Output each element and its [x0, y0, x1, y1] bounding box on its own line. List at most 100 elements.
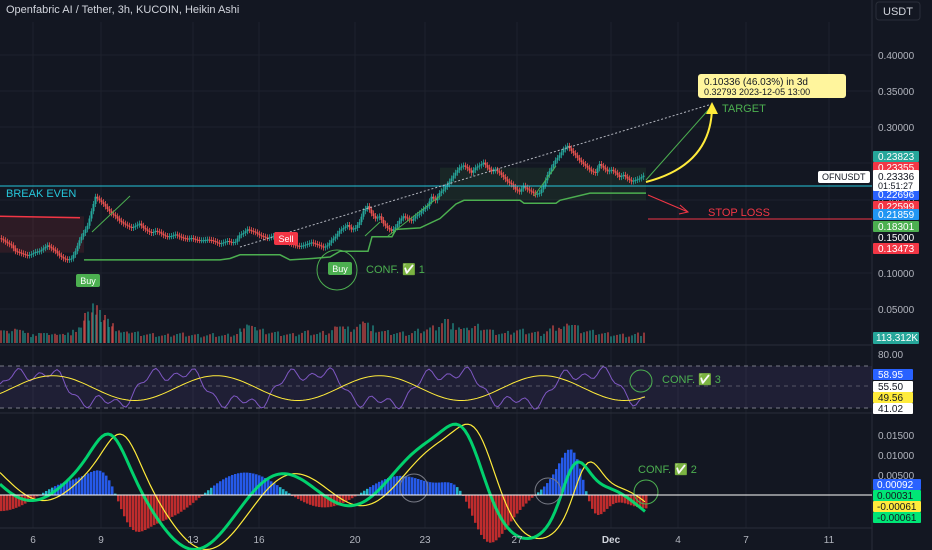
candle-body	[132, 226, 135, 228]
candle-body	[538, 193, 541, 195]
volume-bar	[221, 335, 223, 343]
volume-bar	[265, 334, 267, 343]
macd-hist-bar	[450, 483, 453, 495]
candle-body	[236, 238, 239, 242]
candle-body	[566, 145, 569, 148]
candle-body	[522, 185, 525, 189]
target-curve	[645, 105, 713, 183]
volume-bar	[108, 327, 110, 343]
volume-bar	[353, 329, 355, 343]
volume-bar	[54, 333, 56, 343]
candle-body	[312, 242, 315, 244]
buy-marker-1[interactable]: Buy	[76, 274, 100, 287]
candle-body	[2, 239, 5, 241]
candle-body	[216, 241, 219, 243]
candle-body	[452, 175, 455, 179]
volume-bar	[295, 336, 297, 343]
volume-bar	[543, 333, 545, 343]
macd-hist-bar	[123, 495, 126, 517]
macd-hist-bar	[474, 495, 477, 523]
candle-body	[430, 196, 433, 202]
volume-bar	[298, 334, 300, 343]
volume-bar	[441, 323, 443, 343]
volume-bar	[402, 331, 404, 343]
conf3-circle	[629, 369, 653, 393]
volume-bar	[170, 336, 172, 343]
volume-bar	[78, 327, 80, 343]
macd-hist-bar	[105, 475, 108, 495]
candle-body	[482, 162, 485, 164]
currency-button-label[interactable]: USDT	[883, 6, 913, 18]
candle-body	[10, 244, 13, 246]
volume-bar	[194, 334, 196, 343]
price-tag-0: 0.23823	[878, 152, 915, 163]
rsi-top-tick: 80.00	[878, 350, 903, 361]
volume-bar	[128, 333, 130, 343]
volume-bar	[8, 333, 10, 343]
grid	[0, 22, 872, 528]
candle-body	[66, 259, 69, 261]
candle-body	[226, 241, 229, 243]
macd-hist-bar	[84, 474, 87, 495]
volume-bar	[601, 333, 603, 343]
candle-body	[586, 165, 589, 168]
macd-hist-bar	[480, 495, 483, 535]
candle-body	[420, 211, 423, 214]
candle-body	[432, 196, 435, 199]
volume-bar	[209, 334, 211, 343]
volume-bar	[631, 335, 633, 343]
candle-body	[298, 245, 301, 247]
volume-bar	[604, 333, 606, 343]
sell-marker[interactable]: Sell	[274, 232, 298, 245]
macd-hist-bar	[396, 476, 399, 495]
time-scale[interactable]: 6 9 13 16 20 23 27 Dec 4 7 11	[30, 535, 834, 546]
macd-hist-bar	[267, 479, 270, 495]
macd-hist-bar	[603, 495, 606, 512]
candle-body	[98, 198, 101, 201]
price-tag-1: 0.23355	[878, 163, 915, 174]
volume-bar	[586, 331, 588, 343]
macd-hist-bar	[447, 482, 450, 495]
candle-body	[296, 245, 299, 247]
macd-hist-bar	[270, 481, 273, 495]
macd-tick-0: 0.01500	[878, 431, 915, 442]
candle-body	[14, 248, 17, 252]
volume-bar	[359, 324, 361, 343]
macd-hist-bar	[585, 491, 588, 495]
candle-body	[244, 231, 247, 234]
volume-bar	[399, 332, 401, 343]
candle-body	[494, 169, 497, 171]
macd-hist-bar	[69, 480, 72, 495]
candle-body	[480, 164, 483, 166]
volume-bar	[14, 328, 16, 343]
candle-body	[218, 242, 221, 244]
candle-body	[170, 235, 173, 237]
sell-marker-label: Sell	[278, 234, 293, 244]
macd-tag-0: 0.00092	[877, 480, 914, 491]
candle-body	[24, 254, 27, 256]
target-info-line2: 0.32793 2023-12-05 13:00	[704, 87, 810, 97]
currency-button[interactable]	[875, 1, 921, 21]
volume-bar	[613, 335, 615, 343]
macd-tick-2: 0.00500	[878, 471, 915, 482]
volume-bar	[495, 334, 497, 343]
macd-hist-bar	[228, 476, 231, 495]
macd-hist-bar	[594, 495, 597, 514]
macd-hist-bar	[558, 463, 561, 495]
macd-hist-bar	[615, 495, 618, 503]
volume-bar	[552, 325, 554, 343]
volume-bar	[40, 333, 42, 343]
macd-hist-bar	[420, 479, 423, 495]
volume-bar	[616, 334, 618, 343]
candle-body	[364, 208, 367, 212]
price-tag-4: 0.21859	[878, 210, 915, 221]
candle-body	[144, 227, 147, 230]
volume-bar	[316, 334, 318, 343]
candle-body	[326, 245, 329, 247]
macd-scale[interactable]: 0.015000.010000.005000.000920.00031-0.00…	[873, 431, 921, 524]
volume-bar	[35, 335, 37, 343]
buy-marker-2[interactable]: Buy	[328, 262, 352, 275]
macd-hist-bar	[444, 482, 447, 495]
